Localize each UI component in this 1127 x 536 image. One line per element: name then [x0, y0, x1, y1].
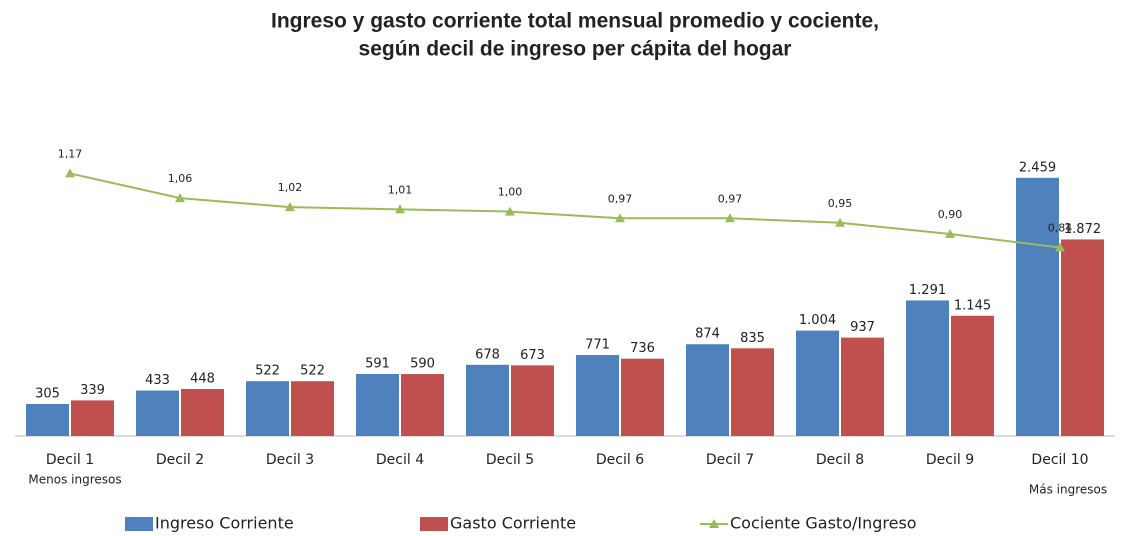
line-marker	[835, 217, 845, 227]
value-label: 305	[35, 386, 60, 401]
chart-title: Ingreso y gasto corriente total mensual …	[271, 10, 879, 33]
value-label: 0,90	[938, 208, 963, 221]
value-label: 835	[740, 331, 765, 346]
value-label: 1,17	[58, 147, 83, 160]
line-marker	[395, 204, 405, 214]
x-tick-label: Decil 7	[706, 452, 754, 468]
legend-label: Gasto Corriente	[450, 514, 576, 533]
line-marker	[65, 168, 75, 178]
value-label: 1.004	[799, 313, 836, 328]
value-label: 522	[255, 364, 280, 379]
value-label: 736	[630, 341, 655, 356]
line-marker	[505, 206, 515, 216]
value-label: 590	[410, 357, 435, 372]
bar	[906, 300, 949, 436]
bar	[1016, 177, 1059, 436]
bar	[731, 348, 774, 436]
value-label: 771	[585, 338, 610, 353]
bar	[466, 364, 509, 436]
x-tick-label: Decil 1	[46, 452, 94, 468]
chart-subtitle: según decil de ingreso per cápita del ho…	[359, 38, 792, 61]
value-label: 1,01	[388, 183, 413, 196]
x-tick-label: Decil 9	[926, 452, 974, 468]
value-label: 874	[695, 327, 720, 342]
bar	[951, 315, 994, 436]
x-tick-label: Decil 3	[266, 452, 314, 468]
value-label: 673	[520, 348, 545, 363]
bar	[841, 337, 884, 436]
annotation: Más ingresos	[1029, 483, 1107, 497]
value-label: 0,97	[718, 192, 743, 205]
x-tick-label: Decil 8	[816, 452, 864, 468]
x-tick-label: Decil 5	[486, 452, 534, 468]
bar	[246, 381, 289, 436]
annotation: Menos ingresos	[28, 473, 121, 487]
value-label: 0,84	[1048, 221, 1073, 234]
value-label: 1.145	[954, 298, 991, 313]
bar	[26, 403, 69, 436]
bar	[291, 381, 334, 436]
value-label: 591	[365, 356, 390, 371]
bar	[136, 390, 179, 436]
bar	[576, 355, 619, 436]
line-marker	[285, 202, 295, 212]
legend-swatch	[709, 519, 719, 528]
value-label: 1,06	[168, 172, 193, 185]
legend-swatch	[420, 517, 448, 531]
x-tick-label: Decil 2	[156, 452, 204, 468]
line-marker	[725, 213, 735, 223]
bar	[621, 358, 664, 436]
value-label: 678	[475, 347, 500, 362]
bar	[511, 365, 554, 436]
value-label: 433	[145, 373, 170, 388]
x-tick-label: Decil 6	[596, 452, 644, 468]
bar	[71, 400, 114, 436]
value-label: 339	[80, 383, 105, 398]
line-marker	[615, 213, 625, 223]
value-label: 2.459	[1019, 160, 1056, 175]
x-tick-label: Decil 4	[376, 452, 424, 468]
legend-label: Ingreso Corriente	[155, 514, 294, 533]
bar	[181, 388, 224, 436]
value-label: 448	[190, 371, 215, 386]
bar	[1061, 239, 1104, 436]
legend-label: Cociente Gasto/Ingreso	[730, 514, 917, 533]
value-label: 1.872	[1064, 222, 1101, 237]
line	[69, 172, 1061, 249]
line-marker	[1055, 242, 1065, 252]
bar	[796, 330, 839, 436]
value-label: 1,02	[278, 181, 303, 194]
value-label: 1,00	[498, 186, 523, 199]
value-label: 937	[850, 320, 875, 335]
value-label: 522	[300, 364, 325, 379]
line-marker	[175, 193, 185, 203]
value-label: 0,97	[608, 192, 633, 205]
value-label: 1.291	[909, 283, 946, 298]
bar	[686, 344, 729, 436]
bar	[356, 373, 399, 436]
value-label: 0,95	[828, 197, 853, 210]
bar	[401, 374, 444, 436]
legend-swatch	[125, 517, 153, 531]
line-marker	[945, 229, 955, 239]
x-tick-label: Decil 10	[1031, 452, 1088, 468]
